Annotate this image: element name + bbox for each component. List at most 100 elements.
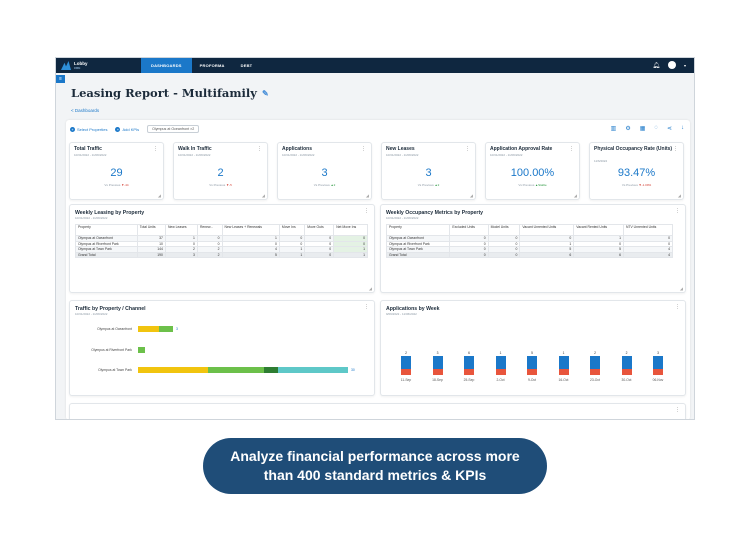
tab-dashboards[interactable]: DASHBOARDS bbox=[141, 58, 192, 73]
bar-segment[interactable] bbox=[621, 355, 632, 369]
column-header[interactable]: Vacant Unrented Units bbox=[519, 224, 575, 236]
kebab-menu-icon[interactable]: ⋮ bbox=[364, 304, 369, 310]
kpi-card[interactable]: Application Approval Rate 10/31/2022 - 1… bbox=[485, 142, 580, 200]
bar-segment[interactable] bbox=[495, 368, 506, 375]
resize-icon[interactable]: ◢ bbox=[677, 193, 681, 198]
kpi-card[interactable]: Walk In Traffic 10/31/2022 - 11/06/2022 … bbox=[173, 142, 268, 200]
tab-proforma[interactable]: PROFORMA bbox=[199, 63, 225, 68]
resize-icon[interactable]: ◢ bbox=[261, 193, 265, 198]
bar-total-label: 2 bbox=[405, 350, 407, 355]
share-icon[interactable]: ⋖ bbox=[666, 126, 672, 132]
column-header[interactable]: Renew... bbox=[196, 224, 223, 236]
bar-segment[interactable] bbox=[432, 368, 443, 375]
promo-caption: Analyze financial performance across mor… bbox=[203, 438, 547, 494]
comment-icon[interactable]: ◌ bbox=[654, 125, 658, 131]
kebab-menu-icon[interactable]: ⋮ bbox=[673, 146, 678, 152]
bar-segment[interactable] bbox=[264, 367, 278, 373]
bar-segment[interactable] bbox=[464, 355, 474, 369]
kebab-menu-icon[interactable]: ⋮ bbox=[153, 146, 158, 152]
kpi-card[interactable]: Physical Occupancy Rate (Units) 11/6/202… bbox=[589, 142, 684, 200]
bar-segment[interactable] bbox=[278, 367, 348, 373]
resize-icon[interactable]: ◢ bbox=[469, 193, 473, 198]
bar-segment[interactable] bbox=[590, 355, 600, 369]
chevron-down-icon[interactable]: ▾ bbox=[683, 62, 686, 68]
bell-icon[interactable]: 🔔︎ bbox=[652, 62, 660, 69]
tab-debt[interactable]: DEBT bbox=[240, 63, 253, 68]
caption-line-2: than 400 standard metrics & KPIs bbox=[263, 467, 487, 483]
next-widget: ⋮ bbox=[69, 403, 686, 419]
kpi-title: Walk In Traffic bbox=[178, 146, 212, 152]
column-header[interactable]: NTV Unrented Units bbox=[622, 224, 674, 236]
bar-segment[interactable] bbox=[495, 355, 506, 369]
column-header[interactable]: Excluded Units bbox=[449, 224, 489, 236]
settings-icon[interactable]: ⚙︎ bbox=[625, 126, 631, 132]
bar-segment[interactable] bbox=[401, 368, 411, 375]
bar-segment[interactable] bbox=[527, 368, 537, 375]
bar-segment[interactable] bbox=[590, 368, 600, 375]
column-header[interactable]: Vacant Rented Units bbox=[573, 224, 624, 236]
column-header[interactable]: New Leases bbox=[164, 224, 198, 236]
column-header[interactable]: Move Ins bbox=[278, 224, 306, 236]
bar-segment[interactable] bbox=[208, 367, 264, 373]
bar-segment[interactable] bbox=[138, 367, 208, 373]
kebab-menu-icon[interactable]: ⋮ bbox=[675, 304, 680, 310]
bar-segment[interactable] bbox=[527, 355, 537, 369]
edit-icon[interactable]: ✎ bbox=[261, 88, 269, 98]
bar-segment[interactable] bbox=[401, 355, 411, 369]
kpi-card[interactable]: Total Traffic 10/31/2022 - 11/06/2022 ⋮ … bbox=[69, 142, 164, 200]
bar-segment[interactable] bbox=[621, 368, 632, 375]
resize-icon[interactable]: ◢ bbox=[573, 193, 577, 198]
bar-total-label: 2 bbox=[594, 350, 596, 355]
select-properties-button[interactable]: + Select Properties bbox=[70, 126, 107, 132]
kpi-card[interactable]: New Leases 10/31/2022 - 11/06/2022 ⋮ 3 V… bbox=[381, 142, 476, 200]
breadcrumb[interactable]: < Dashboards bbox=[71, 108, 100, 113]
bar-segment[interactable] bbox=[464, 368, 474, 375]
sidebar-toggle-button[interactable]: ≡ bbox=[56, 75, 65, 83]
bar-segment[interactable] bbox=[138, 326, 159, 332]
column-header[interactable]: Property bbox=[75, 224, 138, 236]
property-filter-chip[interactable]: Olympus at Oceanfront ×2 bbox=[147, 125, 200, 133]
traffic-chart: Olympus at Oceanfront 3 Olympus at Riverfr… bbox=[70, 301, 374, 395]
column-header[interactable]: Model Units bbox=[487, 224, 521, 236]
bar-segment[interactable] bbox=[159, 326, 173, 332]
kebab-menu-icon[interactable]: ⋮ bbox=[675, 407, 680, 413]
calendar-icon[interactable]: ▦ bbox=[639, 126, 646, 132]
kebab-menu-icon[interactable]: ⋮ bbox=[361, 146, 366, 152]
bar-segment[interactable] bbox=[653, 368, 663, 375]
resize-icon[interactable]: ◢ bbox=[365, 193, 369, 198]
avatar[interactable] bbox=[667, 61, 676, 69]
add-kpis-button[interactable]: + Add KPIs bbox=[115, 126, 139, 132]
bar-segment[interactable] bbox=[653, 355, 663, 369]
leasing-table: Property Total Units New Leases Renew... New… bbox=[75, 224, 368, 259]
occupancy-table: Property Excluded Units Model Units Vacant … bbox=[385, 224, 674, 259]
bar-segment[interactable] bbox=[558, 368, 569, 375]
widget-dates: 9/09/2022 - 11/06/2022 bbox=[386, 312, 417, 316]
kebab-menu-icon[interactable]: ⋮ bbox=[257, 146, 262, 152]
page-title-text: Leasing Report - Multifamily bbox=[71, 86, 257, 100]
logo[interactable]: Lobby CRE bbox=[61, 61, 131, 70]
resize-icon[interactable]: ◢ bbox=[157, 193, 161, 198]
kebab-menu-icon[interactable]: ⋮ bbox=[465, 146, 470, 152]
table-cell: 6 bbox=[573, 251, 624, 259]
kpi-dates: 10/31/2022 - 11/06/2022 bbox=[74, 153, 107, 157]
column-header[interactable]: New Leases + Renewals bbox=[221, 224, 280, 236]
kebab-menu-icon[interactable]: ⋮ bbox=[569, 146, 574, 152]
resize-icon[interactable]: ◢ bbox=[679, 286, 683, 291]
column-header[interactable]: Move Outs bbox=[304, 224, 335, 236]
column-header[interactable]: Property bbox=[385, 224, 451, 236]
bar-segment[interactable] bbox=[432, 355, 443, 369]
report-icon[interactable]: ▥ bbox=[610, 126, 617, 132]
bar-segment[interactable] bbox=[558, 355, 569, 369]
bar-segment[interactable] bbox=[138, 347, 145, 353]
traffic-chart-widget: Traffic by Property / Channel 10/31/2022… bbox=[69, 300, 375, 396]
column-header[interactable]: Net Move Ins bbox=[333, 224, 368, 236]
kebab-menu-icon[interactable]: ⋮ bbox=[364, 208, 369, 214]
kpi-change-value: Stable bbox=[538, 183, 547, 187]
resize-icon[interactable]: ◢ bbox=[368, 286, 372, 291]
kebab-menu-icon[interactable]: ⋮ bbox=[675, 208, 680, 214]
logo-text: Lobby bbox=[74, 60, 88, 66]
download-icon[interactable]: ↓ bbox=[681, 125, 684, 131]
kpi-card[interactable]: Applications 10/31/2022 - 11/06/2022 ⋮ 3… bbox=[277, 142, 372, 200]
kpi-title: New Leases bbox=[386, 146, 415, 152]
column-header[interactable]: Total Units bbox=[136, 224, 166, 236]
